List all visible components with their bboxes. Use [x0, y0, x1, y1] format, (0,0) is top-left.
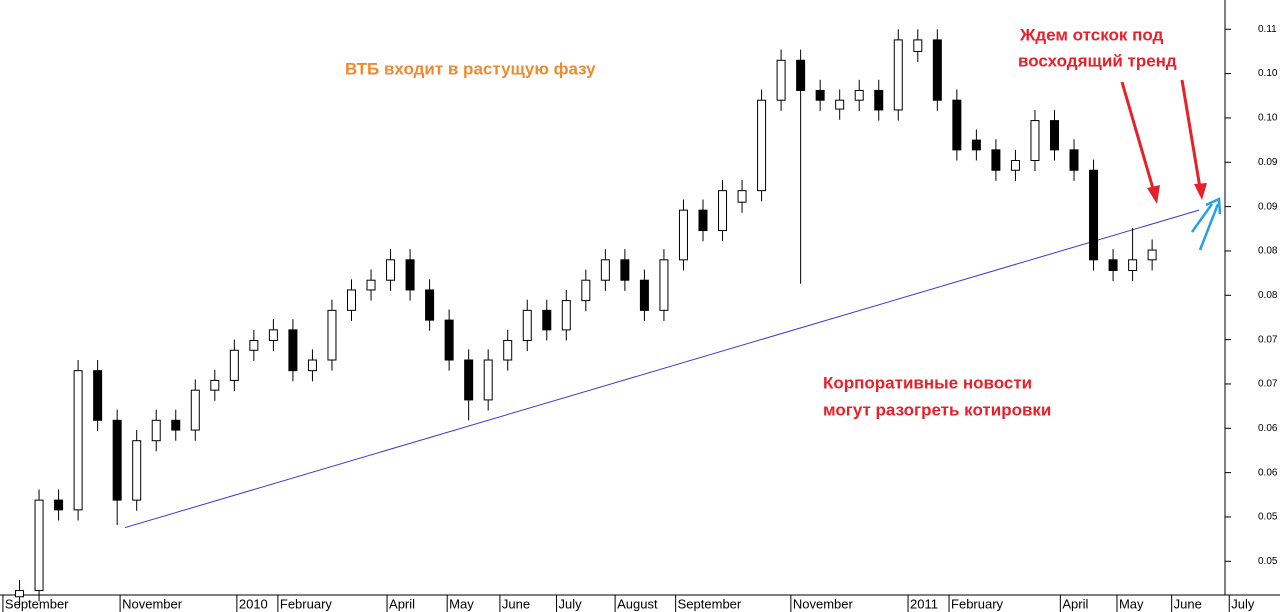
trend-line — [124, 209, 1200, 529]
candle-body — [581, 279, 591, 302]
candle-body — [483, 359, 493, 401]
candle-body — [952, 99, 962, 151]
annotation: ВТБ входит в растущую фазу — [345, 59, 596, 78]
candle-body — [1147, 249, 1157, 261]
x-tick-label: June — [502, 596, 530, 611]
y-tick-label: 0.07 — [1258, 379, 1278, 390]
candle-body — [561, 300, 571, 331]
y-tick-label: 0.07 — [1258, 334, 1278, 345]
candle-body — [171, 419, 181, 431]
x-tick-label: August — [617, 596, 658, 611]
candle-body — [444, 319, 454, 361]
candle-body — [1108, 259, 1118, 271]
x-tick-label: July — [1231, 596, 1255, 611]
candle-body — [15, 590, 25, 598]
candle-body — [893, 39, 903, 111]
y-tick-label: 0.08 — [1258, 246, 1278, 257]
candle-body — [249, 340, 259, 351]
y-tick-label: 0.06 — [1258, 467, 1278, 478]
candle-body — [542, 309, 552, 331]
candle-body — [151, 419, 161, 442]
candle-body — [913, 39, 923, 52]
x-tick-label: May — [1119, 596, 1144, 611]
annotation: восходящий тренд — [1018, 51, 1177, 70]
x-tick-label: May — [449, 596, 474, 611]
x-tick-label: July — [559, 596, 583, 611]
y-tick-label: 0.11 — [1258, 24, 1277, 35]
candle-body — [268, 329, 278, 342]
red-arrows — [1120, 79, 1207, 204]
candle-body — [815, 89, 825, 101]
candle-body — [54, 499, 64, 511]
candle-body — [34, 499, 44, 592]
candle-body — [600, 259, 610, 281]
candle-body — [659, 259, 669, 311]
candle-body — [698, 209, 708, 232]
candle-body — [327, 309, 337, 361]
candle-body — [1030, 120, 1040, 161]
candle-body — [307, 359, 317, 372]
x-tick-label: September — [678, 596, 742, 611]
candle-body — [1010, 159, 1020, 171]
candle-body — [229, 349, 239, 381]
candle-body — [776, 59, 786, 101]
candle-body — [73, 370, 83, 511]
candle-body — [366, 279, 376, 291]
candle-body — [835, 99, 845, 110]
x-tick-label: February — [280, 596, 333, 611]
candle-body — [425, 289, 435, 321]
candle-body — [190, 389, 200, 431]
candle-body — [1089, 169, 1099, 261]
annotation: Ждем отскок под — [1019, 25, 1164, 44]
x-tick-label: June — [1174, 596, 1202, 611]
candle-body — [112, 419, 122, 501]
candle-body — [93, 370, 103, 421]
x-tick-label: 2010 — [239, 596, 268, 611]
y-tick-label: 0.09 — [1258, 157, 1278, 168]
x-tick-label: September — [5, 596, 69, 611]
candle-body — [386, 259, 396, 281]
candle-body — [210, 379, 220, 391]
candle-body — [1128, 259, 1138, 271]
x-tick-label: February — [951, 596, 1004, 611]
x-tick-label: April — [389, 596, 415, 611]
x-tick-label: 2011 — [910, 596, 938, 611]
blue-arrows — [1190, 197, 1222, 251]
y-tick-label: 0.05 — [1258, 512, 1278, 523]
candle-body — [464, 359, 474, 401]
annotation: Корпоративные новости — [823, 373, 1032, 392]
candle-body — [620, 259, 630, 281]
candle-body — [132, 440, 142, 501]
annotation: могут разогреть котировки — [823, 400, 1051, 419]
y-tick-label: 0.09 — [1258, 201, 1278, 212]
candle-body — [1049, 120, 1059, 151]
y-tick-label: 0.05 — [1258, 556, 1278, 567]
candle-body — [639, 279, 649, 311]
candle-body — [405, 259, 415, 291]
candle-body — [874, 89, 884, 111]
candle-body — [737, 190, 747, 203]
y-tick-label: 0.08 — [1258, 290, 1278, 301]
y-tick-label: 0.06 — [1258, 423, 1278, 434]
candle-body — [678, 209, 688, 261]
x-tick-label: November — [122, 596, 183, 611]
candle-body — [522, 309, 532, 342]
candle-body — [1069, 149, 1079, 171]
candle-body — [991, 149, 1001, 171]
candle-body — [932, 39, 942, 101]
candle-body — [854, 89, 864, 101]
candle-body — [288, 329, 298, 372]
x-tick-label: November — [793, 596, 854, 611]
candle-body — [503, 340, 513, 361]
y-tick-label: 0.10 — [1258, 113, 1278, 124]
candle-body — [757, 99, 767, 192]
candle-body — [971, 139, 981, 151]
candle-body — [796, 59, 806, 91]
x-tick-label: April — [1062, 596, 1088, 611]
candle-body — [718, 190, 728, 232]
candle-body — [346, 289, 356, 311]
y-tick-label: 0.10 — [1258, 68, 1278, 79]
